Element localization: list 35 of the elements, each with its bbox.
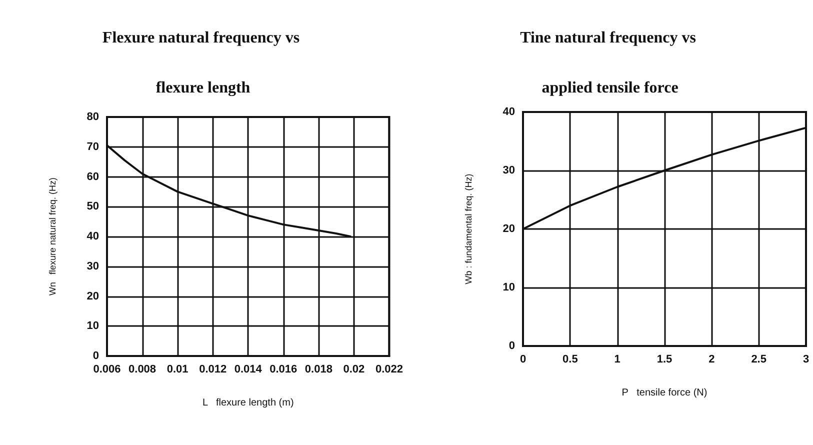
x-tick-label: 0.5	[562, 354, 578, 366]
y-axis-title: Wb : fundamental freq. (Hz)	[464, 174, 474, 284]
y-tick-label: 80	[86, 111, 99, 123]
x-tick-label: 0.016	[270, 364, 298, 376]
y-tick-label: 30	[502, 164, 515, 176]
x-tick-label: 0.02	[343, 364, 365, 376]
x-tick-label: 1.5	[656, 354, 672, 366]
y-tick-label: 20	[502, 223, 515, 235]
x-tick-label: 0.008	[128, 364, 156, 376]
y-tick-label: 30	[86, 260, 99, 272]
y-tick-label: 50	[86, 200, 99, 213]
y-tick-label: 40	[86, 230, 99, 242]
x-axis-title: L flexure length (m)	[202, 398, 294, 408]
x-tick-label: 0	[520, 354, 526, 366]
x-tick-label: 3	[802, 354, 810, 366]
y-tick-label: 20	[86, 290, 99, 302]
x-axis-title: P tensile force (N)	[622, 388, 708, 398]
y-tick-label: 70	[86, 140, 99, 153]
x-tick-label: 0.01	[166, 364, 188, 376]
x-tick-label: 0.018	[304, 364, 332, 376]
x-tick-label: 0.014	[234, 364, 263, 376]
chart-title: Tine natural frequency vs applied tensile force	[520, 30, 696, 96]
x-tick-label: 0.022	[375, 364, 403, 376]
y-tick-label: 60	[86, 170, 99, 183]
x-tick-label: 1	[614, 354, 620, 366]
x-tick-label: 0.012	[199, 364, 227, 376]
y-tick-label: 10	[502, 282, 515, 294]
x-tick-label: 2.5	[751, 354, 766, 366]
y-tick-label: 40	[502, 106, 515, 118]
y-axis-title: Wn flexure natural freq. (Hz)	[48, 177, 58, 296]
x-tick-label: 0.006	[93, 364, 121, 376]
chart-title: Flexure natural frequency vs flexure length	[102, 30, 300, 96]
x-tick-label: 2	[708, 354, 715, 366]
y-tick-label: 10	[86, 320, 99, 332]
y-tick-label: 0	[508, 340, 515, 352]
